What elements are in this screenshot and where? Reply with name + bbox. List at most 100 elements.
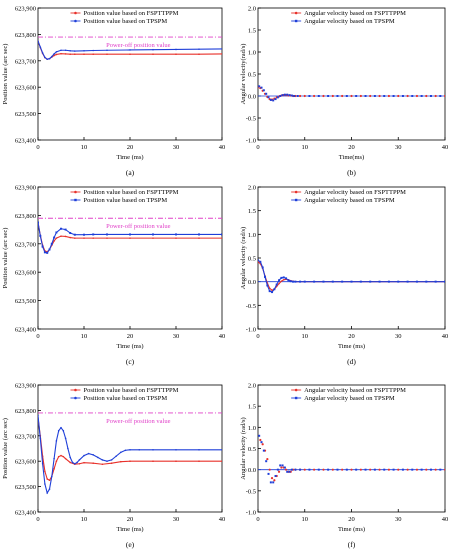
plot-frame [257,186,446,330]
data-point [175,53,177,55]
data-point [48,479,51,482]
chart-panel-b: -1.0 -0.5 0.0 0.5 1.0 1.5 2.0 0 10 20 30 40 Time(ms)… [240,6,448,178]
x-tick-label: 20 [127,516,134,523]
data-point [383,468,386,471]
data-point [317,468,320,471]
data-point [392,95,395,97]
data-point [51,475,53,478]
data-point [258,434,261,437]
data-point [261,443,264,446]
data-point [322,94,325,98]
data-point [78,462,81,465]
plot-frame [37,384,223,513]
y-axis-label: Position value (arc sec) [2,418,9,479]
data-point [262,89,265,92]
data-point [283,93,286,96]
data-point [288,94,291,97]
data-point [152,448,154,451]
data-point [265,92,268,95]
data-point [221,237,222,239]
data-point [97,456,99,459]
data-point [60,227,62,230]
data-point [286,470,289,473]
power-off-label: Power-off position value [106,42,170,49]
legend-marker [294,11,298,15]
data-point [341,468,344,471]
data-point [406,280,409,283]
data-point [198,448,200,451]
legend-label: Angular velocity based on TPSPM [304,18,395,25]
chart-panel-d: -1.0 -0.5 0.0 0.5 1.0 1.5 2.0 0 10 20 30 40 Time (ms… [240,185,448,367]
y-tick-label: 623,800 [15,213,36,220]
data-point [443,94,445,98]
legend-label: Position value based on TPSPM [83,197,167,204]
x-tick-label: 30 [173,516,180,523]
legend-label: Angular velocity based on TPSPM [304,197,395,204]
data-point [258,259,259,262]
x-tick-label: 40 [442,516,449,523]
data-point [152,233,154,236]
data-point [269,481,272,484]
data-point [69,49,71,52]
y-tick-label: 1.0 [248,232,256,239]
data-point [331,468,334,471]
data-point [281,464,284,467]
y-axis-label: Angular velocity (rad/s) [240,417,247,479]
data-point [44,470,46,473]
data-point [425,468,428,471]
data-point [44,56,46,59]
data-point [51,55,53,58]
y-tick-label: 0.5 [248,256,256,263]
data-point [290,468,293,471]
data-point [44,483,46,485]
data-point [373,468,376,471]
data-point [87,452,90,455]
data-point [101,459,104,461]
data-point [221,233,222,236]
data-point [397,280,400,283]
panel-caption: (e) [126,540,135,549]
data-point [43,251,46,254]
data-point [152,53,154,55]
data-point [336,95,339,97]
y-tick-label: 623,900 [15,6,36,13]
data-point [115,455,117,457]
data-point [129,49,131,51]
data-point [443,468,445,471]
panel-caption: (a) [126,168,135,177]
data-point [55,51,58,53]
data-point [53,468,55,470]
x-tick-label: 30 [395,333,402,340]
data-point [387,94,390,98]
data-point [397,468,400,471]
data-point [69,456,71,459]
y-axis-label: Angular velocity (rad/s) [240,227,247,289]
legend-label: Position value based on TPSPM [83,18,167,25]
data-point [152,48,154,51]
data-point [269,98,272,101]
x-tick-label: 40 [442,333,449,340]
data-point [434,280,437,283]
data-point [364,95,367,97]
data-point [350,468,353,471]
x-tick-label: 40 [442,144,449,151]
plot-frame [37,186,223,330]
data-point [290,94,293,97]
data-point [129,448,131,451]
data-point [258,85,261,88]
data-point [69,53,71,55]
data-point [273,288,276,291]
data-point [331,280,334,283]
y-tick-label: 623,800 [15,32,36,39]
data-point [397,94,400,98]
chart-panel-a: 623,400 623,500 623,600 623,700 623,800 623,9… [2,6,225,178]
data-point [292,280,295,283]
data-point [106,460,108,463]
data-point [41,462,44,465]
data-point [350,94,353,98]
plot-frame [37,7,223,141]
data-point [53,457,55,460]
x-tick-label: 30 [395,516,402,523]
legend-label: Position value based on TPSPM [83,395,167,402]
data-point [129,53,131,55]
